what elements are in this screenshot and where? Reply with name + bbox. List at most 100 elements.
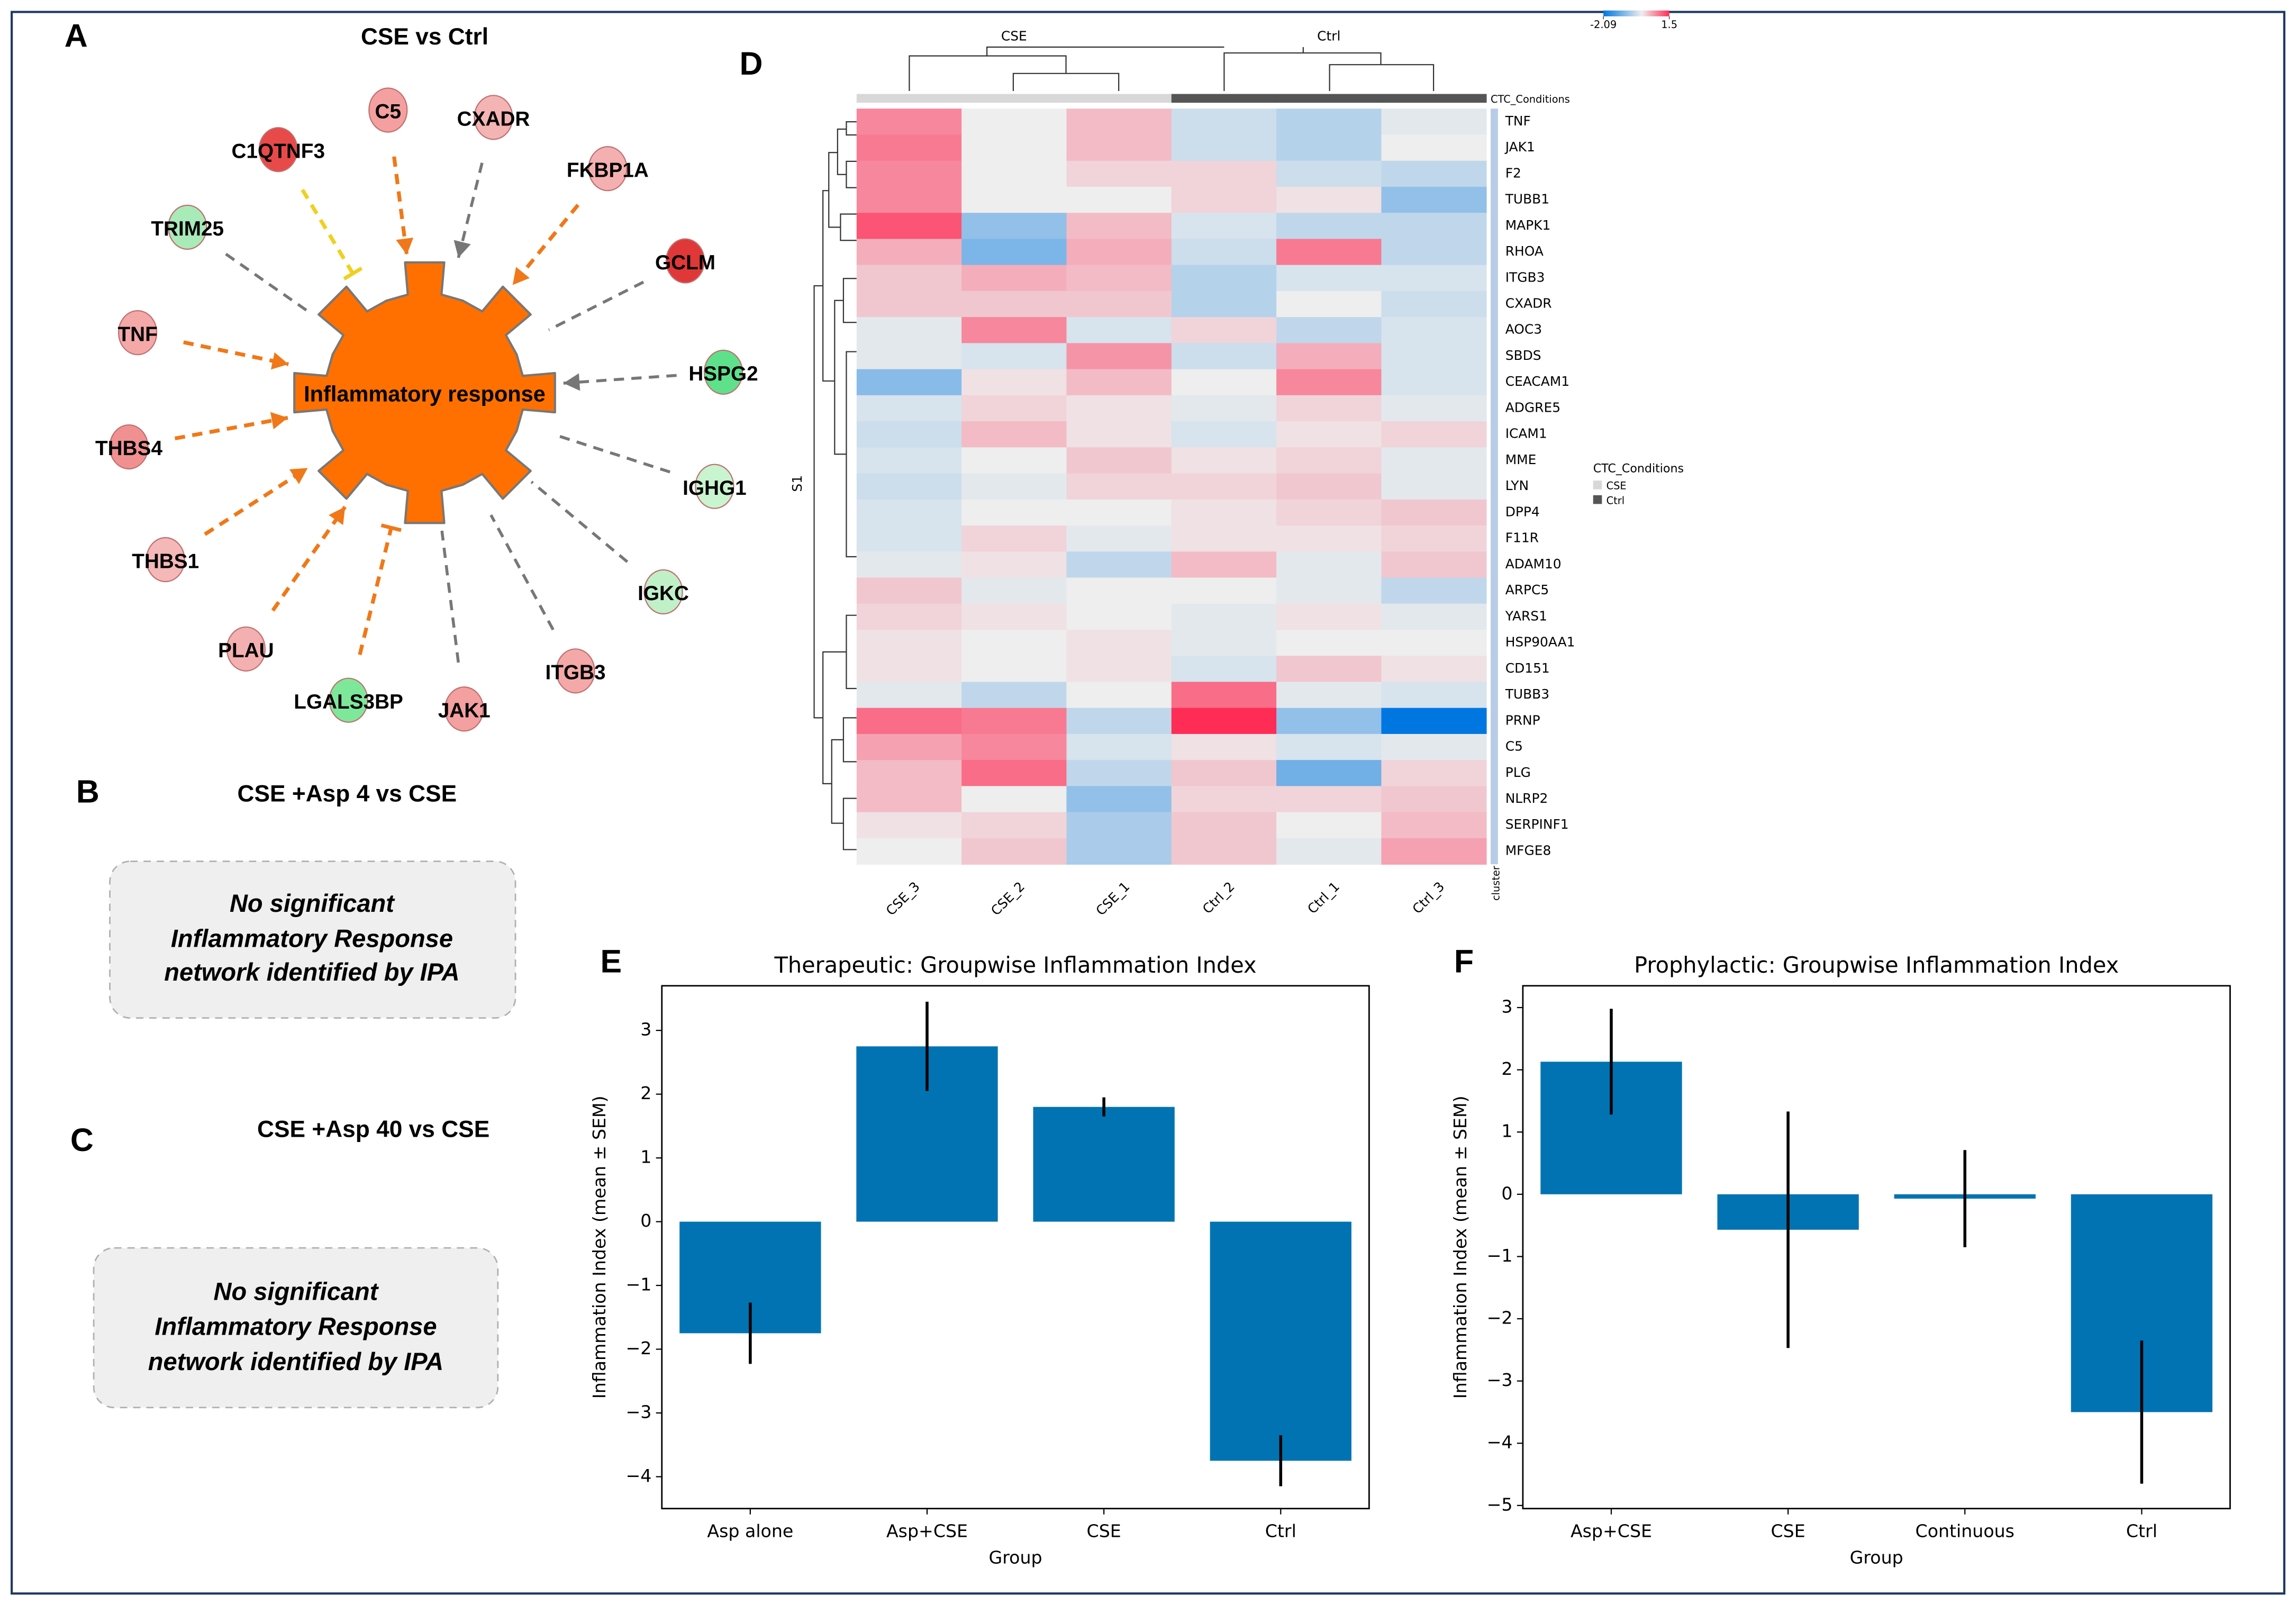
- heatmap-cell: [1066, 369, 1172, 396]
- center-node: [293, 261, 556, 524]
- heatmap-cell: [1276, 421, 1382, 448]
- heatmap-cell: [1276, 838, 1382, 865]
- heatmap-cell: [1066, 317, 1172, 344]
- heatmap-cell: [1066, 786, 1172, 813]
- arrow-head: [289, 468, 308, 484]
- heatmap-cell: [1066, 812, 1172, 839]
- heatmap-cell: [1171, 265, 1277, 292]
- group-bar: [856, 94, 962, 103]
- heatmap-cell: [1171, 786, 1277, 813]
- node-label: THBS4: [95, 437, 162, 460]
- y-tick-label: 3: [640, 1019, 651, 1040]
- y-tick-label: 0: [1501, 1183, 1512, 1203]
- node-label: TNF: [117, 323, 157, 346]
- heatmap-cell: [856, 160, 962, 187]
- heatmap-cell: [1276, 134, 1382, 161]
- heatmap-cell: [1276, 786, 1382, 813]
- row-label: DPP4: [1505, 504, 1540, 519]
- node-label: CXADR: [457, 108, 530, 131]
- heatmap-cell: [1171, 499, 1277, 526]
- row-label: HSP90AA1: [1505, 635, 1575, 650]
- heatmap-cell: [1066, 577, 1172, 604]
- heatmap-cell: [961, 134, 1067, 161]
- heatmap-cell: [1276, 682, 1382, 709]
- heatmap-cell: [1066, 760, 1172, 787]
- heatmap-cell: [1171, 343, 1277, 370]
- row-label: SERPINF1: [1505, 817, 1569, 832]
- heatmap-cell: [856, 551, 962, 578]
- plot-frame: [1522, 985, 2231, 1510]
- heatmap-cell: [1171, 577, 1277, 604]
- row-label: ICAM1: [1505, 426, 1547, 441]
- bar: [1033, 1107, 1175, 1222]
- heatmap-cell: [961, 786, 1067, 813]
- note-line: No significant: [230, 889, 395, 917]
- heatmap-cell: [1066, 213, 1172, 240]
- node: [665, 238, 705, 284]
- x-tick-label: Asp+CSE: [1571, 1520, 1652, 1541]
- row-label: NLRP2: [1505, 791, 1548, 806]
- heatmap-cell: [1381, 708, 1487, 735]
- heatmap-cell: [961, 551, 1067, 578]
- heatmap-cell: [856, 682, 962, 709]
- heatmap-cell: [856, 421, 962, 448]
- edge: [183, 340, 289, 366]
- heatmap-cell: [1066, 108, 1172, 135]
- heatmap-cell: [1276, 317, 1382, 344]
- heatmap-cell: [1276, 395, 1382, 422]
- panel-title: CSE +Asp 40 vs CSE: [257, 1116, 489, 1142]
- cluster-label: cluster: [1490, 866, 1502, 901]
- heatmap-cell: [1171, 682, 1277, 709]
- legend-label: Ctrl: [1607, 494, 1625, 506]
- panel-label: C: [70, 1122, 94, 1158]
- heatmap-cell: [1276, 760, 1382, 787]
- group-bar: [1171, 94, 1277, 103]
- heatmap-cell: [961, 239, 1067, 266]
- group-bar: [1276, 94, 1382, 103]
- heatmap-cell: [1066, 395, 1172, 422]
- x-axis-label: Group: [1850, 1547, 1903, 1567]
- heatmap-cell: [856, 786, 962, 813]
- node-label: TRIM25: [151, 218, 224, 240]
- heatmap-cell: [1066, 421, 1172, 448]
- heatmap-cell: [856, 265, 962, 292]
- y-tick-label: 2: [640, 1083, 651, 1103]
- arrow-head: [512, 267, 530, 285]
- node-label: C5: [375, 101, 402, 123]
- group-label: CSE: [1001, 29, 1027, 44]
- heatmap-cell: [1381, 603, 1487, 630]
- heatmap-cell: [1066, 134, 1172, 161]
- y-tick-label: −2: [625, 1338, 651, 1358]
- heatmap-cell: [1171, 447, 1277, 474]
- row-label: PRNP: [1505, 712, 1540, 728]
- colorbar: [1603, 10, 1669, 16]
- heatmap-cell: [1276, 160, 1382, 187]
- heatmap-cell: [961, 265, 1067, 292]
- y-tick-label: −5: [1487, 1494, 1513, 1515]
- heatmap-cell: [1066, 447, 1172, 474]
- panel-label: D: [739, 46, 763, 81]
- y-tick-label: −1: [1487, 1245, 1513, 1266]
- row-label: F11R: [1505, 530, 1539, 546]
- heatmap-cell: [961, 656, 1067, 683]
- heatmap-cell: [1381, 239, 1487, 266]
- arrow-head: [270, 412, 288, 430]
- heatmap-cell: [856, 577, 962, 604]
- heatmap-cell: [1276, 499, 1382, 526]
- heatmap-cell: [961, 421, 1067, 448]
- heatmap-cell: [961, 525, 1067, 552]
- note-line: network identified by IPA: [164, 958, 459, 986]
- panel-label: E: [601, 943, 622, 979]
- heatmap-cell: [856, 343, 962, 370]
- heatmap-cell: [856, 239, 962, 266]
- panel-label: F: [1454, 943, 1474, 979]
- row-label: AOC3: [1505, 322, 1542, 337]
- inhibit-bar: [380, 523, 402, 532]
- heatmap-cell: [1066, 656, 1172, 683]
- heatmap-cell: [1171, 838, 1277, 865]
- edge: [204, 466, 309, 536]
- row-label: TUBB1: [1505, 192, 1549, 207]
- heatmap-cell: [1171, 812, 1277, 839]
- heatmap-cell: [1171, 760, 1277, 787]
- heatmap-cell: [1276, 551, 1382, 578]
